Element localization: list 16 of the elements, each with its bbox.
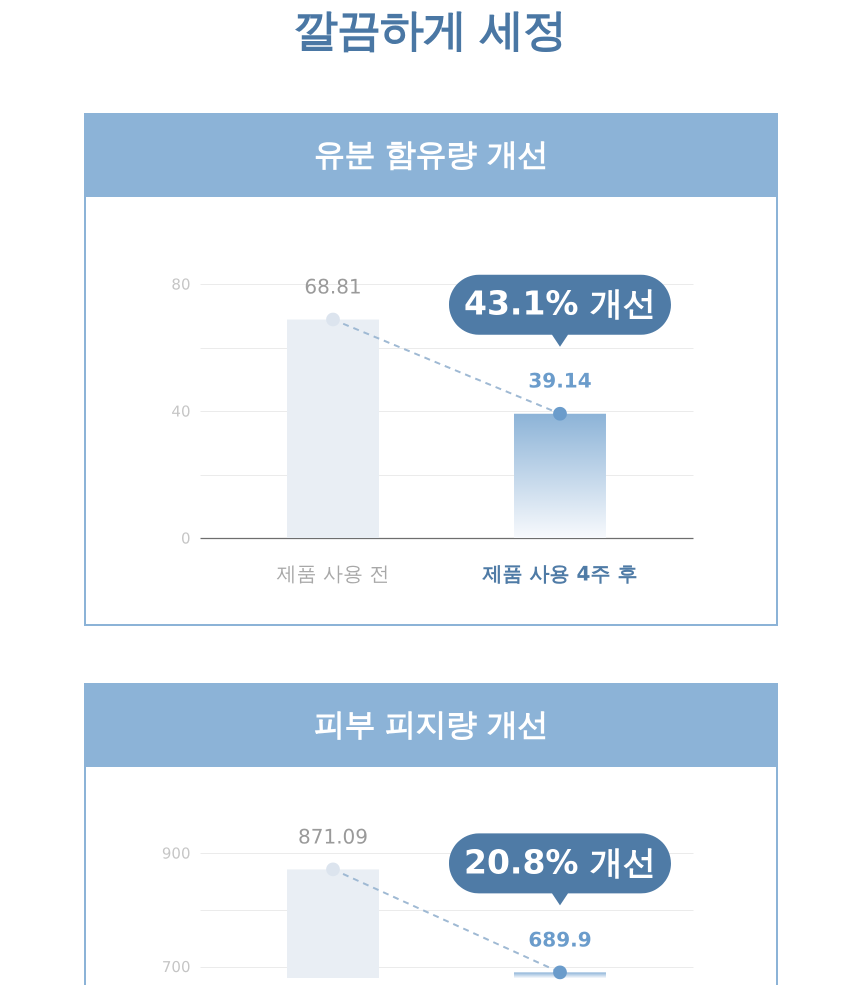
annotation: 43.1% 개선	[464, 284, 656, 323]
y-tick-label: 900	[162, 844, 190, 862]
chart-title: 유분 함유량 개선	[314, 136, 548, 175]
data-label: 39.14	[528, 368, 592, 393]
data-label: 68.81	[304, 274, 362, 299]
y-tick-label: 80	[171, 276, 190, 294]
y-tick-label: 40	[171, 402, 190, 420]
x-tick-label: 제품 사용 4주 후	[482, 562, 638, 586]
data-label: 871.09	[298, 824, 368, 848]
text: 깔끔하게 세정	[292, 4, 568, 58]
y-tick-label: 700	[162, 958, 190, 976]
data-label: 689.9	[528, 927, 592, 952]
annotation: 20.8% 개선	[464, 842, 656, 882]
y-tick-label: 0	[180, 530, 190, 548]
x-tick-label: 제품 사용 전	[276, 562, 390, 586]
chart-title: 피부 피지량 개선	[314, 706, 548, 745]
